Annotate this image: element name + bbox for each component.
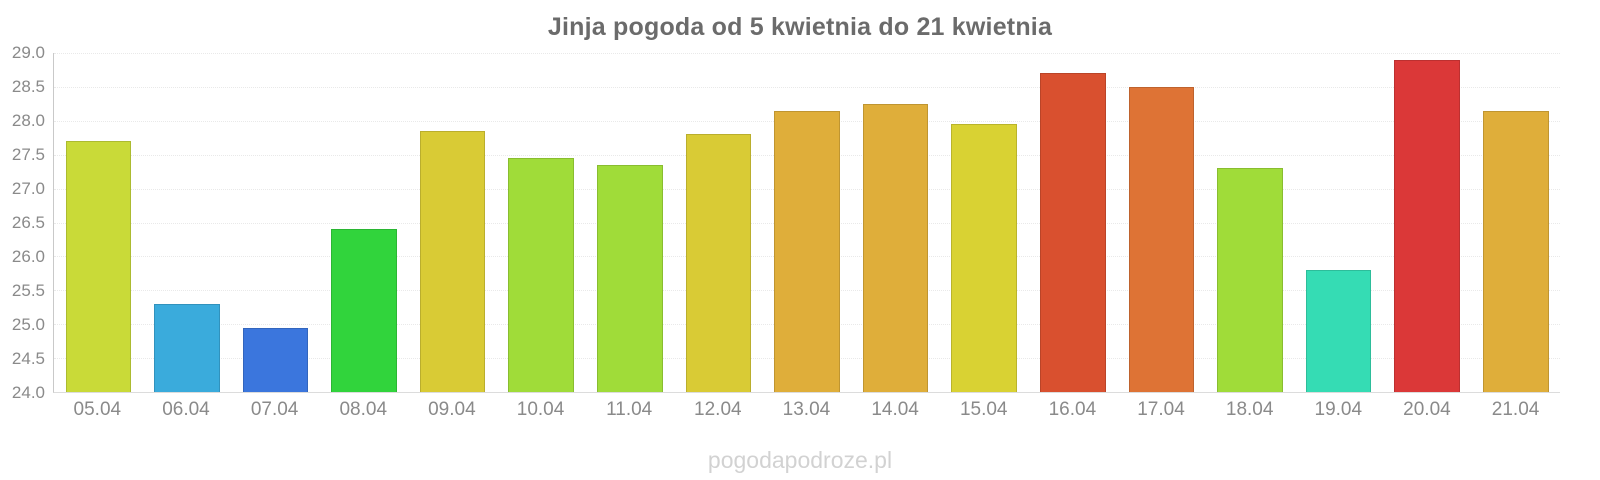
plot-area <box>53 53 1560 393</box>
bar-06.04 <box>154 303 220 392</box>
x-axis-tick-label: 21.04 <box>1491 399 1540 420</box>
bar-slot <box>1117 53 1206 392</box>
y-axis-tick-label: 29.0 <box>11 43 45 62</box>
bar-slot <box>674 53 763 392</box>
y-axis-tick-label: 25.0 <box>11 315 45 334</box>
bar-10.04 <box>508 158 575 392</box>
y-axis-tick-label: 26.0 <box>11 247 45 266</box>
y-axis-tick-label: 27.0 <box>11 179 45 198</box>
bar-slot <box>320 53 409 392</box>
x-axis-tick-label: 16.04 <box>1048 399 1097 420</box>
chart-title: Jinja pogoda od 5 kwietnia do 21 kwietni… <box>547 13 1053 41</box>
bar-08.04 <box>331 229 397 392</box>
bar-slot <box>143 53 232 392</box>
x-axis-tick-label: 10.04 <box>516 399 565 420</box>
gridline <box>54 53 1560 54</box>
x-axis-tick-label: 07.04 <box>250 399 299 420</box>
bar-09.04 <box>419 130 486 392</box>
y-axis-tick-label: 27.5 <box>11 145 45 164</box>
x-axis: 05.04 06.04 07.04 08.04 09.04 10.04 11.04 12.04… <box>53 399 1560 421</box>
bar-07.04 <box>242 327 309 392</box>
x-axis-tick-label: 20.04 <box>1403 399 1451 420</box>
x-axis-tick-label: 14.04 <box>871 399 919 420</box>
bar-slot <box>54 53 143 392</box>
y-axis-tick-label: 26.5 <box>11 213 45 232</box>
y-axis-tick-label: 24.0 <box>11 383 45 402</box>
watermark: pogodapodroze.pl <box>707 447 893 473</box>
x-axis-tick-label: 18.04 <box>1225 399 1274 420</box>
x-axis-tick-label: 11.04 <box>606 399 653 420</box>
bar-slot <box>1472 53 1561 392</box>
x-axis-tick-label: 06.04 <box>162 399 210 420</box>
x-axis-tick-label: 15.04 <box>959 399 1008 420</box>
bar-16.04 <box>1040 73 1106 392</box>
y-axis-tick-label: 24.5 <box>11 349 45 368</box>
bar-slot <box>497 53 586 392</box>
bar-05.04 <box>65 141 132 392</box>
bars-container <box>54 53 1560 392</box>
bar-17.04 <box>1128 86 1195 392</box>
y-axis-tick-label: 28.0 <box>11 111 45 130</box>
bar-slot <box>940 53 1029 392</box>
x-axis-tick-label: 05.04 <box>73 399 122 420</box>
x-axis-tick-label: 17.04 <box>1137 399 1185 420</box>
y-axis-tick-label: 25.5 <box>11 281 45 300</box>
bar-slot <box>1029 53 1118 392</box>
bar-21.04 <box>1483 110 1549 392</box>
bar-slot <box>586 53 675 392</box>
x-axis-tick-label: 12.04 <box>694 399 742 420</box>
x-axis-tick-label: 13.04 <box>782 399 831 420</box>
y-axis: 29.0 28.5 28.0 27.5 27.0 26.5 26.0 25.5 25.0 24.5… <box>0 43 45 402</box>
x-axis-tick-label: 19.04 <box>1314 399 1363 420</box>
bar-slot <box>763 53 852 392</box>
bar-slot <box>1383 53 1472 392</box>
bar-18.04 <box>1217 168 1283 392</box>
x-axis-tick-label: 09.04 <box>428 399 476 420</box>
bar-slot <box>1206 53 1295 392</box>
bar-14.04 <box>862 103 929 392</box>
bar-20.04 <box>1394 59 1460 392</box>
bar-19.04 <box>1305 269 1372 392</box>
bar-slot <box>231 53 320 392</box>
gridline <box>54 86 1560 88</box>
bar-12.04 <box>685 134 752 392</box>
bar-slot <box>851 53 940 392</box>
y-axis-tick-label: 28.5 <box>11 77 45 96</box>
bar-13.04 <box>774 110 840 392</box>
bar-11.04 <box>597 164 663 392</box>
bar-slot <box>1294 53 1383 392</box>
bar-15.04 <box>951 124 1017 392</box>
bar-slot <box>408 53 497 392</box>
x-axis-tick-label: 08.04 <box>339 399 388 420</box>
